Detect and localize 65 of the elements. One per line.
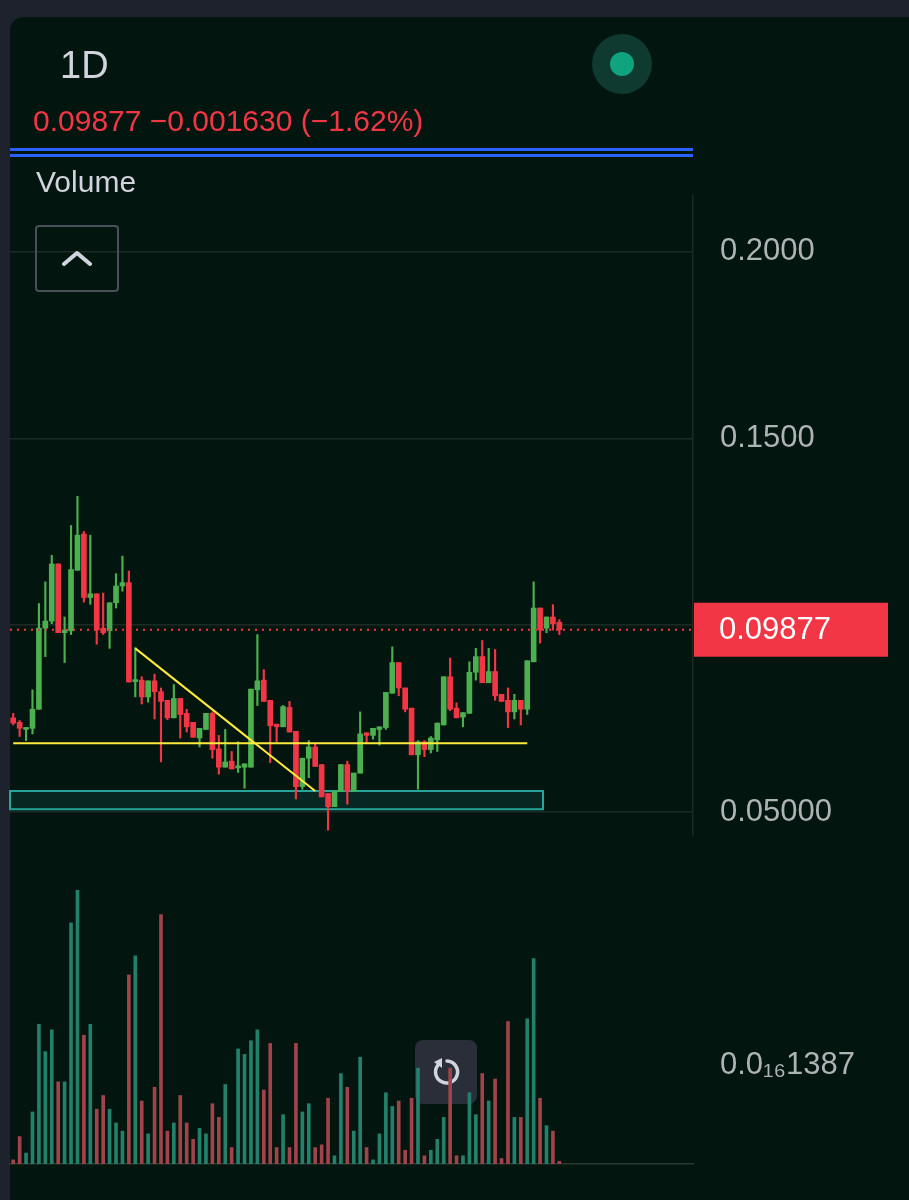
bar — [114, 1122, 118, 1164]
bar — [416, 1067, 420, 1164]
bar — [261, 1089, 266, 1164]
bar — [518, 1117, 523, 1164]
bar — [371, 1159, 375, 1164]
bar — [268, 1043, 273, 1164]
bar — [486, 1100, 491, 1164]
bar — [127, 974, 131, 1164]
bar — [249, 1040, 253, 1164]
bar — [88, 1023, 93, 1164]
bar — [229, 1147, 234, 1164]
bar — [525, 1018, 530, 1164]
bar — [441, 1117, 446, 1164]
bar — [191, 1139, 195, 1164]
bar — [358, 1056, 362, 1164]
bar — [480, 1073, 485, 1164]
y-tick-label: 0.1500 — [720, 418, 815, 454]
bar — [403, 1149, 407, 1164]
bar — [306, 1103, 311, 1164]
bar — [204, 1133, 208, 1164]
bar — [37, 1023, 41, 1164]
bar — [339, 1073, 343, 1164]
bar — [551, 1130, 555, 1164]
bar — [384, 1092, 388, 1164]
bar — [139, 1100, 144, 1164]
bar — [11, 1159, 16, 1164]
bar — [429, 1149, 433, 1164]
bar — [216, 1117, 221, 1164]
bar — [390, 1106, 395, 1164]
chart-title: Volume — [36, 165, 137, 199]
bar — [493, 1078, 497, 1164]
bar — [82, 1034, 86, 1164]
bar — [461, 1155, 465, 1164]
bar — [178, 1095, 183, 1164]
bar — [24, 1152, 28, 1164]
bar — [56, 1081, 61, 1164]
bar — [133, 955, 138, 1164]
bar — [448, 1067, 452, 1164]
ref-line-label: 0.09877 — [719, 611, 832, 647]
bar — [49, 1029, 54, 1164]
bar — [326, 1097, 330, 1164]
bar — [506, 1021, 510, 1164]
bar — [538, 1097, 542, 1164]
bar — [101, 1095, 105, 1164]
bar — [236, 1048, 240, 1164]
bar — [313, 1147, 318, 1164]
bar — [281, 1114, 285, 1164]
bar — [159, 914, 163, 1164]
text: 0.0₁₆1387 — [720, 1046, 856, 1082]
bar — [172, 1122, 176, 1164]
bar — [435, 1139, 440, 1164]
chart-subtitle: 0.09877 −0.001630 (−1.62%) — [33, 104, 424, 138]
bar — [94, 1108, 99, 1164]
chart-title: 1D — [60, 44, 109, 87]
bar — [184, 1122, 189, 1164]
bar — [69, 922, 73, 1164]
bar — [146, 1133, 150, 1164]
y-tick-label: 0.2000 — [720, 232, 815, 268]
bar — [223, 1084, 228, 1164]
bar — [474, 1114, 478, 1164]
y-tick-label: 0.05000 — [720, 792, 833, 828]
bar — [345, 1086, 350, 1164]
bar — [396, 1100, 401, 1164]
bar — [294, 1043, 298, 1164]
bar — [351, 1130, 356, 1164]
